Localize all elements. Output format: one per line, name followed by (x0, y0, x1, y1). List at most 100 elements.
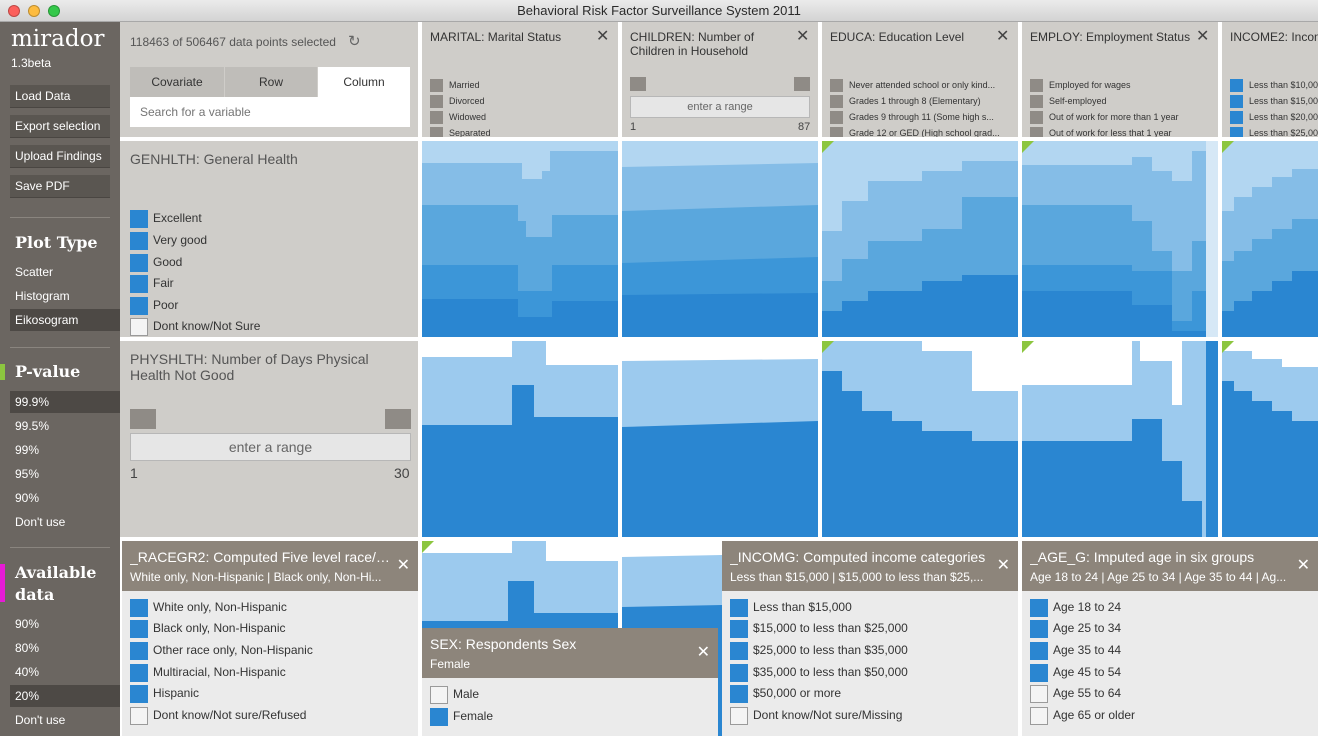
available-option-40[interactable]: 40% (15, 665, 40, 679)
legend-item[interactable]: $35,000 to less than $50,000 (730, 662, 908, 682)
column-header-educa[interactable]: EDUCA: Education Level ✕ Never attended … (822, 22, 1018, 137)
card-header[interactable]: _RACEGR2: Computed Five level race/e... … (122, 541, 418, 591)
option-item[interactable]: Self-employed (1030, 93, 1107, 109)
option-item[interactable]: Less than $15,000 (1230, 93, 1318, 109)
card-header[interactable]: _AGE_G: Imputed age in six groups Age 18… (1022, 541, 1318, 591)
legend-item[interactable]: White only, Non-Hispanic (130, 597, 287, 617)
plot-type-histogram[interactable]: Histogram (15, 289, 70, 303)
legend-item[interactable]: Excellent (130, 208, 202, 228)
column-header-children[interactable]: CHILDREN: Number of Children in Househol… (622, 22, 818, 137)
plot-type-eikosogram[interactable]: Eikosogram (10, 309, 120, 331)
option-item[interactable]: Married (430, 77, 480, 93)
pvalue-option-99-5[interactable]: 99.5% (15, 419, 50, 433)
pvalue-option-dont-use[interactable]: Don't use (15, 515, 66, 529)
card-incomg[interactable]: _INCOMG: Computed income categories Less… (722, 541, 1018, 736)
plot-genhlth-marital[interactable] (422, 141, 618, 337)
minimize-window-button[interactable] (28, 5, 40, 17)
load-data-button[interactable]: Load Data (10, 85, 110, 107)
range-min-handle[interactable] (130, 409, 156, 429)
option-item[interactable]: Separated (430, 125, 491, 137)
range-input[interactable]: enter a range (130, 433, 411, 461)
pvalue-option-90[interactable]: 90% (15, 491, 40, 505)
option-item[interactable]: Out of work for less that 1 year (1030, 125, 1172, 137)
plot-physhlth-children[interactable] (622, 341, 818, 537)
option-item[interactable]: Never attended school or only kind... (830, 77, 995, 93)
plot-genhlth-children[interactable] (622, 141, 818, 337)
legend-item[interactable]: $25,000 to less than $35,000 (730, 640, 908, 660)
option-item[interactable]: Out of work for more than 1 year (1030, 109, 1179, 125)
pvalue-option-99[interactable]: 99% (15, 443, 40, 457)
option-item[interactable]: Grades 9 through 11 (Some high s... (830, 109, 994, 125)
legend-item[interactable]: Female (430, 706, 493, 726)
plot-physhlth-educa[interactable] (822, 341, 1018, 537)
option-item[interactable]: Less than $25,000 (1230, 125, 1318, 137)
available-option-80[interactable]: 80% (15, 641, 40, 655)
plot-physhlth-marital[interactable] (422, 341, 618, 537)
plot-genhlth-income2[interactable] (1222, 141, 1318, 337)
card-header[interactable]: SEX: Respondents Sex Female ✕ (422, 628, 718, 678)
plot-physhlth-employ[interactable] (1022, 341, 1218, 537)
column-header-employ[interactable]: EMPLOY: Employment Status ✕ Employed for… (1022, 22, 1218, 137)
legend-item[interactable]: Age 25 to 34 (1030, 618, 1121, 638)
legend-item[interactable]: Dont know/Not sure/Refused (130, 705, 306, 725)
column-header-marital[interactable]: MARITAL: Marital Status ✕ Married Divorc… (422, 22, 618, 137)
row-header-genhlth[interactable]: GENHLTH: General Health Excellent Very g… (120, 141, 418, 337)
row-header-physhlth[interactable]: PHYSHLTH: Number of Days Physical Health… (120, 341, 418, 537)
column-header-income2[interactable]: INCOME2: Income Level Less than $10,000 … (1222, 22, 1318, 137)
option-item[interactable]: Less than $20,000 (1230, 109, 1318, 125)
option-item[interactable]: Grades 1 through 8 (Elementary) (830, 93, 981, 109)
save-pdf-button[interactable]: Save PDF (10, 175, 110, 197)
legend-item[interactable]: Age 18 to 24 (1030, 597, 1121, 617)
legend-item[interactable]: Very good (130, 230, 207, 250)
legend-item[interactable]: Fair (130, 273, 174, 293)
card-header[interactable]: _INCOMG: Computed income categories Less… (722, 541, 1018, 591)
close-icon[interactable]: ✕ (396, 557, 410, 574)
legend-item[interactable]: Black only, Non-Hispanic (130, 618, 286, 638)
legend-item[interactable]: Multiracial, Non-Hispanic (130, 662, 286, 682)
legend-item[interactable]: Hispanic (130, 683, 199, 703)
legend-item[interactable]: Poor (130, 295, 178, 315)
pvalue-option-99-9[interactable]: 99.9% (10, 391, 120, 413)
legend-item[interactable]: Male (430, 684, 479, 704)
legend-item[interactable]: $15,000 to less than $25,000 (730, 618, 908, 638)
tab-row[interactable]: Row (225, 67, 317, 97)
close-window-button[interactable] (8, 5, 20, 17)
variable-search-input[interactable] (130, 97, 410, 127)
legend-item[interactable]: $50,000 or more (730, 683, 841, 703)
close-icon[interactable]: ✕ (996, 28, 1010, 45)
tab-covariate[interactable]: Covariate (130, 67, 224, 97)
card-racegr2[interactable]: _RACEGR2: Computed Five level race/e... … (122, 541, 418, 736)
legend-item[interactable]: Less than $15,000 (730, 597, 852, 617)
close-icon[interactable]: ✕ (1196, 28, 1210, 45)
pvalue-option-95[interactable]: 95% (15, 467, 40, 481)
refresh-icon[interactable]: ↻ (348, 33, 361, 50)
tab-column[interactable]: Column (318, 67, 410, 97)
legend-item[interactable]: Good (130, 252, 182, 272)
legend-item[interactable]: Other race only, Non-Hispanic (130, 640, 313, 660)
available-option-90[interactable]: 90% (15, 617, 40, 631)
zoom-window-button[interactable] (48, 5, 60, 17)
range-max-handle[interactable] (385, 409, 411, 429)
legend-item[interactable]: Age 35 to 44 (1030, 640, 1121, 660)
range-input[interactable]: enter a range (630, 96, 810, 118)
option-item[interactable]: Employed for wages (1030, 77, 1131, 93)
option-item[interactable]: Less than $10,000 (1230, 77, 1318, 93)
legend-item[interactable]: Age 65 or older (1030, 705, 1135, 725)
legend-item[interactable]: Age 45 to 54 (1030, 662, 1121, 682)
close-icon[interactable]: ✕ (996, 557, 1010, 574)
range-max-handle[interactable] (794, 77, 810, 91)
option-item[interactable]: Widowed (430, 109, 486, 125)
close-icon[interactable]: ✕ (796, 28, 810, 45)
export-selection-button[interactable]: Export selection (10, 115, 110, 137)
close-icon[interactable]: ✕ (696, 644, 710, 661)
upload-findings-button[interactable]: Upload Findings (10, 145, 110, 167)
card-sex[interactable]: SEX: Respondents Sex Female ✕ Male Femal… (422, 628, 718, 736)
plot-physhlth-income2[interactable] (1222, 341, 1318, 537)
legend-item[interactable]: Age 55 to 64 (1030, 683, 1121, 703)
card-age-g[interactable]: _AGE_G: Imputed age in six groups Age 18… (1022, 541, 1318, 736)
option-item[interactable]: Divorced (430, 93, 485, 109)
close-icon[interactable]: ✕ (1296, 557, 1310, 574)
plot-genhlth-employ[interactable] (1022, 141, 1218, 337)
legend-item[interactable]: Dont know/Not sure/Missing (730, 705, 902, 725)
legend-item[interactable]: Dont know/Not Sure (130, 316, 260, 336)
